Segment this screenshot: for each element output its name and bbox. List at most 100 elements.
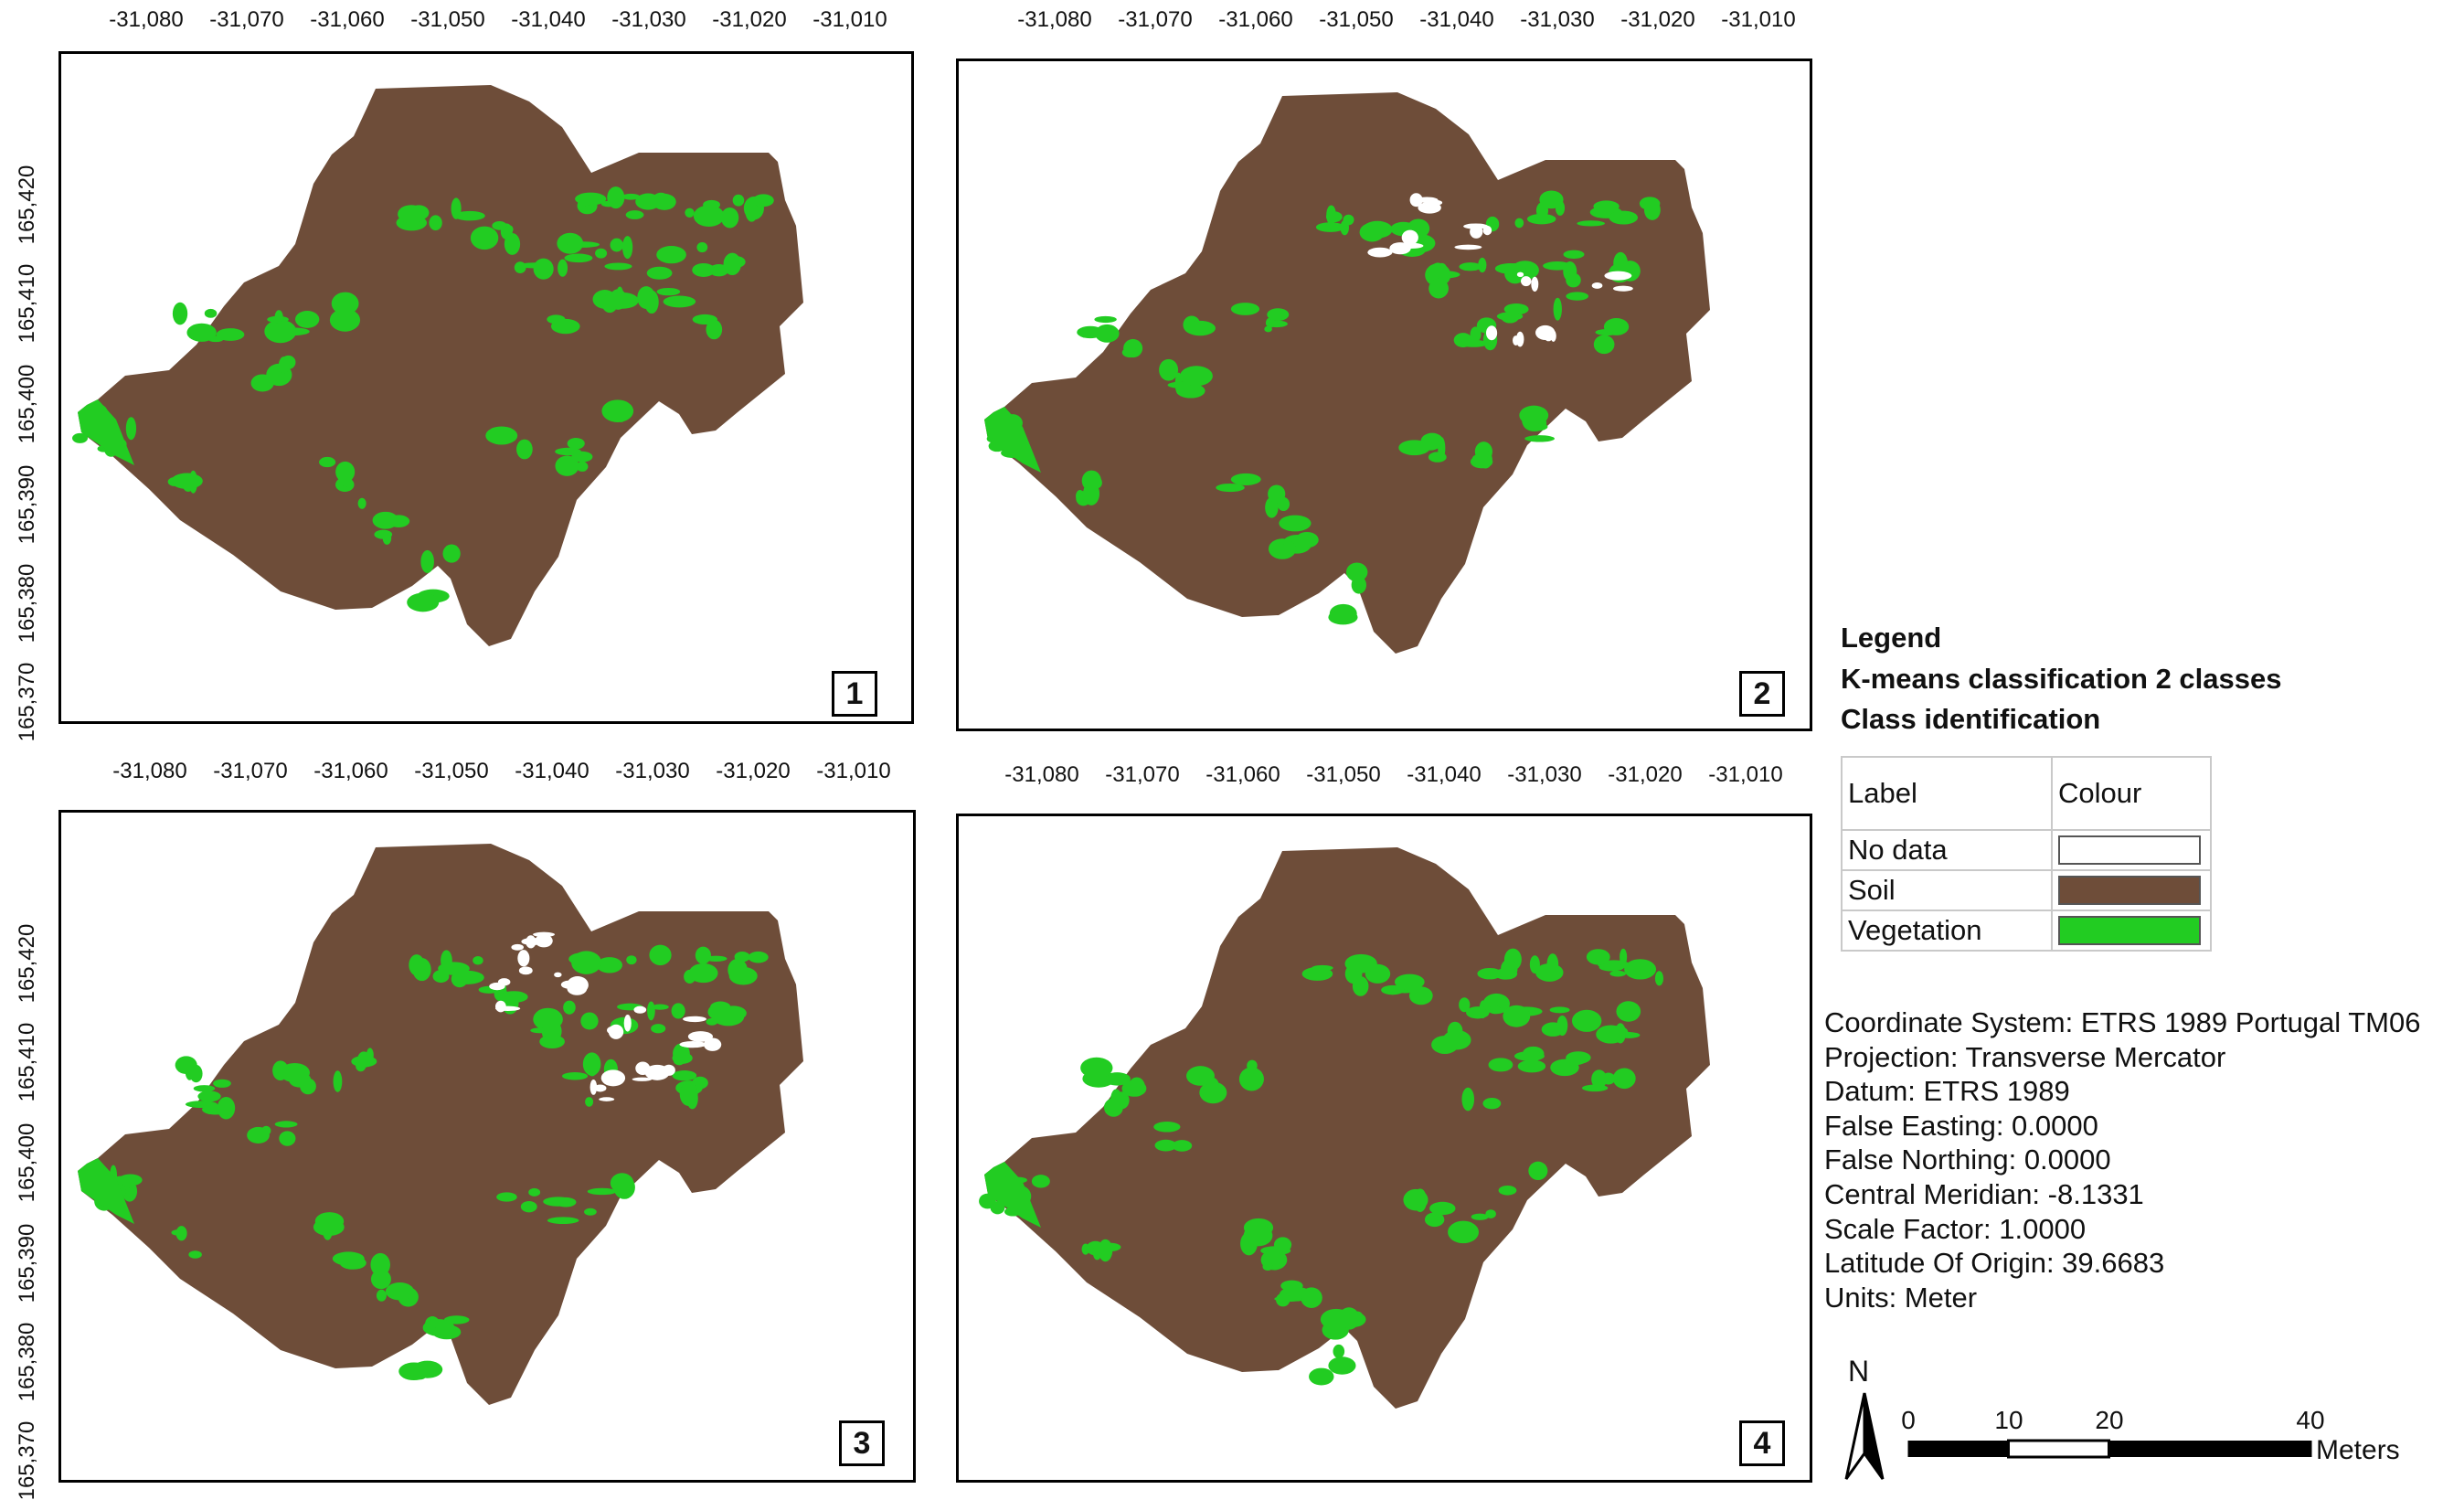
vegetation-patch [1471,1213,1489,1220]
y-tick-label: 165,420 [15,923,39,1004]
y-tick-label: 165,380 [15,563,39,644]
vegetation-patch [274,1121,298,1128]
vegetation-patch [385,1282,414,1301]
vegetation-patch [1344,953,1377,973]
vegetation-patch [1230,473,1261,485]
nodata-patch [589,1079,598,1095]
vegetation-patch [651,1004,669,1010]
vegetation-patch [621,193,641,200]
nodata-patch [1470,225,1483,239]
vegetation-patch [473,955,483,965]
y-tick-label: 165,370 [15,662,39,742]
vegetation-patch [189,1064,203,1083]
nodata-patch [1604,271,1632,281]
nodata-patch [1515,331,1524,347]
nodata-patch [1482,225,1492,236]
vegetation-patch [1654,971,1664,986]
vegetation-patch [1092,1244,1102,1261]
vegetation-patch [644,290,659,314]
vegetation-patch [685,207,695,218]
vegetation-patch [254,375,270,387]
nodata-patch [494,1005,521,1011]
vegetation-patch [1528,1161,1548,1181]
nodata-patch [1367,247,1393,258]
x-tick-label: -31,010 [1708,762,1783,787]
x-tick-label: -31,020 [716,759,791,783]
vegetation-patch [649,944,672,966]
vegetation-patch [1496,312,1524,321]
vegetation-patch [679,1082,698,1106]
vegetation-patch [609,289,627,310]
vegetation-patch [193,1085,216,1092]
scale-bar [1907,1439,2312,1459]
nodata-patch [1521,276,1532,287]
y-tick-label: 165,410 [15,1022,39,1102]
vegetation-patch [528,1187,541,1197]
vegetation-patch [984,1162,1041,1228]
vegetation-patch [454,210,485,221]
x-tick-label: -31,040 [1407,762,1482,787]
vegetation-patch [692,1076,708,1090]
classification-map [984,92,1710,654]
scale-label: 20 [2095,1406,2124,1434]
vegetation-patch [723,252,741,276]
vegetation-patch [1447,1021,1463,1040]
vegetation-patch [1153,1122,1181,1133]
vegetation-patch [294,310,320,328]
legend-swatch-vegetation [2058,916,2201,945]
x-tick-label: -31,060 [1218,7,1293,32]
vegetation-patch [1424,1212,1445,1228]
vegetation-patch [314,1212,345,1231]
x-tick-label: -31,030 [1507,762,1582,787]
vegetation-patch [1643,199,1661,220]
vegetation-patch [1077,325,1104,339]
vegetation-patch [1598,963,1624,972]
vegetation-patch [571,951,602,974]
vegetation-patch [382,531,392,545]
classification-map [72,85,803,646]
vegetation-patch [1459,997,1471,1013]
vegetation-patch [1541,1022,1565,1037]
vegetation-patch [1503,303,1529,315]
vegetation-patch [1503,1005,1531,1027]
vegetation-patch [1080,1057,1113,1079]
vegetation-patch [1264,325,1272,333]
vegetation-patch [520,1200,537,1213]
vegetation-patch [1427,271,1460,279]
x-tick-label: -31,060 [310,7,385,32]
soil-area [78,85,803,646]
vegetation-patch [333,1070,343,1092]
vegetation-patch [329,308,361,332]
vegetation-patch [1461,1087,1475,1112]
vegetation-patch [171,473,203,489]
vegetation-patch [1328,610,1358,625]
x-tick-label: -31,070 [1118,7,1193,32]
vegetation-patch [695,946,711,964]
vegetation-patch [1172,1140,1193,1152]
vegetation-patch [564,253,593,263]
vegetation-patch [1478,257,1487,273]
vegetation-patch [1535,963,1564,982]
vegetation-patch [1596,1025,1626,1044]
x-tick-label: -31,070 [209,7,284,32]
nodata-patch [632,1077,653,1081]
nodata-patch [517,950,530,967]
vegetation-patch [596,957,623,973]
vegetation-patch [1247,1059,1258,1072]
vegetation-patch [586,1057,598,1077]
vegetation-patch [732,194,745,207]
vegetation-patch [979,1193,996,1209]
x-tick-label: -31,010 [816,759,891,783]
panel-number: 3 [839,1420,885,1466]
y-tick-label: 165,390 [15,464,39,545]
vegetation-patch [530,1027,551,1034]
vegetation-patch [335,461,356,483]
nodata-patch [1454,244,1482,250]
vegetation-patch [1603,317,1630,335]
scale-label: 10 [1994,1406,2023,1434]
legend-subtitle: K-means classification 2 classes [1841,663,2282,695]
vegetation-patch [656,287,681,296]
vegetation-patch [580,1012,599,1030]
vegetation-patch [451,970,484,984]
scale-unit: Meters [2316,1435,2400,1465]
